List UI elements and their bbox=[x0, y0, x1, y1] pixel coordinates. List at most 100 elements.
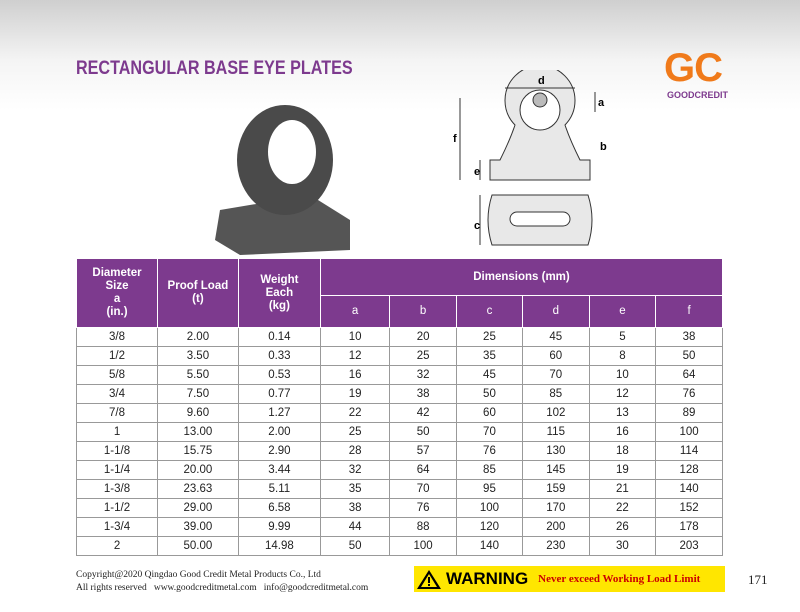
subcolumn-header: c bbox=[456, 295, 523, 328]
table-cell: 5 bbox=[588, 327, 657, 347]
header-line: Size bbox=[105, 280, 129, 292]
table-cell: 50 bbox=[319, 536, 391, 556]
table-cell: 114 bbox=[655, 441, 723, 461]
table-cell: 22 bbox=[588, 498, 657, 518]
table-cell: 130 bbox=[521, 441, 590, 461]
header-line: Weight bbox=[260, 273, 299, 286]
site: www.goodcreditmetal.com bbox=[153, 583, 257, 593]
table-cell: 64 bbox=[655, 365, 723, 385]
table-cell: 100 bbox=[456, 498, 523, 518]
table-row: 1 13.00 2.00 25 50 70 115 16 100 bbox=[75, 422, 723, 442]
rights: All rights reserved www.goodcreditmetal.… bbox=[76, 583, 368, 593]
header-line: (in.) bbox=[106, 306, 128, 318]
header-line: (kg) bbox=[268, 299, 290, 312]
table-row: 1-3/8 23.63 5.11 35 70 95 159 21 140 bbox=[75, 479, 723, 499]
table-cell: 5/8 bbox=[75, 365, 159, 385]
table-cell: 1-3/8 bbox=[75, 479, 159, 499]
table-cell: 76 bbox=[655, 384, 723, 404]
table-cell: 20.00 bbox=[157, 460, 239, 480]
table-cell: 178 bbox=[655, 517, 723, 537]
table-cell: 23.63 bbox=[157, 479, 239, 499]
table-cell: 128 bbox=[655, 460, 723, 480]
table-cell: 152 bbox=[655, 498, 723, 518]
table-cell: 29.00 bbox=[157, 498, 239, 518]
table-cell: 26 bbox=[588, 517, 657, 537]
subcolumn-header: d bbox=[521, 295, 590, 328]
table-cell: 50 bbox=[655, 346, 723, 366]
table-cell: 0.14 bbox=[237, 327, 321, 347]
table-cell: 102 bbox=[521, 403, 590, 423]
table-row: 1-1/8 15.75 2.90 28 57 76 130 18 114 bbox=[75, 441, 723, 461]
table-cell: 5.11 bbox=[237, 479, 321, 499]
table-cell: 1-1/8 bbox=[75, 441, 159, 461]
table-cell: 45 bbox=[456, 365, 523, 385]
table-cell: 2.00 bbox=[157, 327, 239, 347]
warning-box: WARNING Never exceed Working Load Limit bbox=[414, 566, 725, 592]
table-cell: 95 bbox=[456, 479, 523, 499]
email: info@goodcreditmetal.com bbox=[263, 583, 369, 593]
rights: All rights reserved bbox=[76, 583, 147, 593]
table-cell: 25 bbox=[456, 327, 523, 347]
header-line: Diameter bbox=[92, 267, 142, 279]
table-row: 5/8 5.50 0.53 16 32 45 70 10 64 bbox=[75, 365, 723, 385]
table-cell: 38 bbox=[389, 384, 458, 404]
subcolumn-header: f bbox=[655, 295, 723, 328]
table-cell: 45 bbox=[521, 327, 590, 347]
table-cell: 60 bbox=[521, 346, 590, 366]
table-cell: 115 bbox=[521, 422, 590, 442]
table-cell: 10 bbox=[319, 327, 391, 347]
spec-table: Diameter Size a (in.) Proof Load (t) Weight Eac… bbox=[75, 258, 724, 556]
group-header: Dimensions (mm) bbox=[319, 258, 724, 296]
table-row: 2 50.00 14.98 50 100 140 230 30 203 bbox=[75, 536, 723, 556]
table-cell: 35 bbox=[456, 346, 523, 366]
table-cell: 0.53 bbox=[237, 365, 321, 385]
table-cell: 35 bbox=[319, 479, 391, 499]
table-cell: 3.44 bbox=[237, 460, 321, 480]
table-cell: 13.00 bbox=[157, 422, 239, 442]
product-photo bbox=[215, 105, 350, 255]
table-cell: 140 bbox=[655, 479, 723, 499]
table-cell: 0.33 bbox=[237, 346, 321, 366]
table-cell: 16 bbox=[319, 365, 391, 385]
table-row: 3/8 2.00 0.14 10 20 25 45 5 38 bbox=[75, 327, 723, 347]
table-cell: 12 bbox=[588, 384, 657, 404]
subcolumn-header: e bbox=[588, 295, 657, 328]
table-cell: 3/8 bbox=[75, 327, 159, 347]
table-cell: 50 bbox=[456, 384, 523, 404]
label-c: c bbox=[474, 220, 480, 232]
table-cell: 19 bbox=[588, 460, 657, 480]
subcolumn-header: a bbox=[319, 295, 391, 328]
table-cell: 44 bbox=[319, 517, 391, 537]
table-cell: 76 bbox=[456, 441, 523, 461]
table-cell: 100 bbox=[655, 422, 723, 442]
table-cell: 50 bbox=[389, 422, 458, 442]
table-cell: 12 bbox=[319, 346, 391, 366]
table-cell: 3.50 bbox=[157, 346, 239, 366]
label-d: d bbox=[538, 75, 545, 87]
table-cell: 21 bbox=[588, 479, 657, 499]
table-cell: 14.98 bbox=[237, 536, 321, 556]
table-cell: 140 bbox=[456, 536, 523, 556]
table-cell: 15.75 bbox=[157, 441, 239, 461]
table-cell: 3/4 bbox=[75, 384, 159, 404]
warning-icon bbox=[417, 570, 441, 589]
table-cell: 50.00 bbox=[157, 536, 239, 556]
table-cell: 38 bbox=[319, 498, 391, 518]
page-number: 171 bbox=[748, 572, 768, 587]
table-cell: 85 bbox=[521, 384, 590, 404]
table-cell: 25 bbox=[389, 346, 458, 366]
header-line: a bbox=[113, 293, 121, 305]
table-cell: 16 bbox=[588, 422, 657, 442]
table-cell: 7/8 bbox=[75, 403, 159, 423]
table-cell: 8 bbox=[588, 346, 657, 366]
table-row: 3/4 7.50 0.77 19 38 50 85 12 76 bbox=[75, 384, 723, 404]
table-row: 1/2 3.50 0.33 12 25 35 60 8 50 bbox=[75, 346, 723, 366]
label-b: b bbox=[600, 141, 607, 153]
table-cell: 10 bbox=[588, 365, 657, 385]
column-header: Proof Load (t) bbox=[157, 258, 239, 328]
table-cell: 32 bbox=[389, 365, 458, 385]
subcolumn-header: b bbox=[389, 295, 458, 328]
table-row: 7/8 9.60 1.27 22 42 60 102 13 89 bbox=[75, 403, 723, 423]
table-cell: 70 bbox=[521, 365, 590, 385]
